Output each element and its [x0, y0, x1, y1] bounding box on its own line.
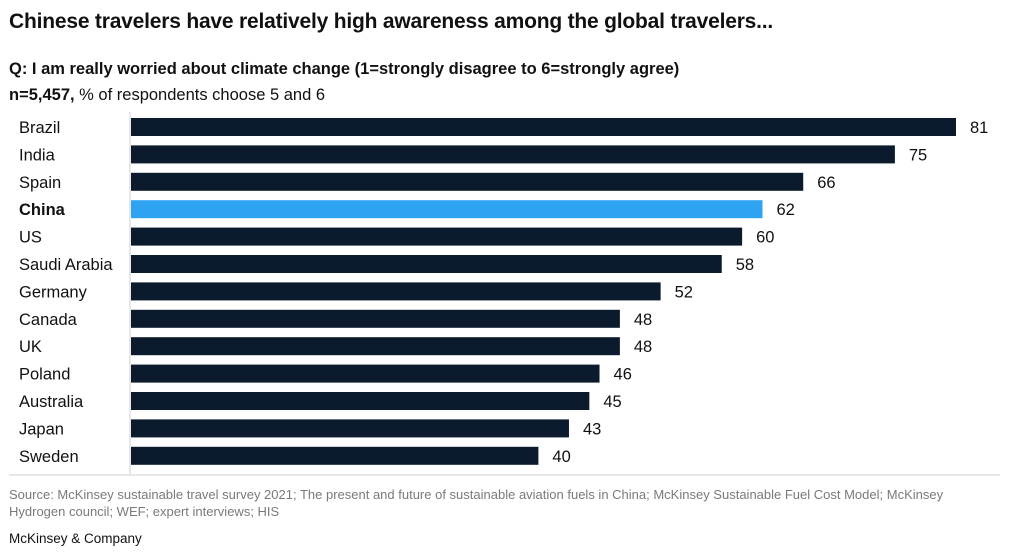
category-label: Sweden	[19, 448, 79, 466]
bar-us	[131, 227, 743, 246]
category-label: Canada	[19, 311, 78, 329]
brand-logo: McKinsey & Company	[9, 531, 142, 546]
value-label: 60	[756, 229, 774, 247]
category-label: US	[19, 229, 42, 247]
value-label: 75	[909, 146, 927, 164]
category-label: India	[19, 146, 56, 164]
value-label: 40	[552, 448, 570, 466]
value-label: 62	[776, 201, 794, 219]
bar-sweden	[131, 446, 539, 465]
bar-chart: Brazil 81 India 75 Spain 66 China 62 US 60 Saudi A…	[9, 112, 1000, 476]
category-label: Saudi Arabia	[19, 256, 113, 274]
unit-note: % of respondents choose 5 and 6	[74, 86, 326, 104]
bar-japan	[131, 419, 569, 438]
bar-poland	[131, 364, 600, 383]
category-label: Germany	[19, 283, 88, 301]
category-label: UK	[19, 338, 42, 356]
bar-australia	[131, 392, 590, 410]
source-note: Source: McKinsey sustainable travel surv…	[9, 487, 944, 519]
bar-brazil	[131, 118, 956, 136]
bar-uk	[131, 337, 620, 356]
bar-india	[131, 145, 895, 164]
category-label: Brazil	[19, 119, 60, 137]
survey-question: Q: I am really worried about climate cha…	[9, 60, 680, 78]
sample-note: n=5,457, % of respondents choose 5 and 6	[9, 86, 325, 105]
value-label: 46	[614, 366, 632, 384]
sample-size: n=5,457,	[9, 86, 75, 104]
bar-spain	[131, 172, 804, 191]
category-label: Australia	[19, 393, 84, 411]
bar-canada	[131, 309, 620, 328]
value-label: 43	[583, 420, 601, 438]
bar-saudi-arabia	[131, 255, 722, 273]
value-label: 66	[817, 174, 835, 192]
category-label: Spain	[19, 174, 61, 192]
value-label: 48	[634, 311, 652, 329]
value-label: 52	[675, 283, 693, 301]
value-label: 45	[603, 393, 621, 411]
bar-germany	[131, 282, 661, 301]
value-label: 81	[970, 119, 988, 137]
value-label: 48	[634, 338, 652, 356]
value-label: 58	[736, 256, 754, 274]
chart-title: Chinese travelers have relatively high a…	[9, 10, 774, 33]
category-label: Poland	[19, 366, 70, 384]
bar-china	[131, 200, 763, 219]
category-label: Japan	[19, 420, 64, 438]
category-label: China	[19, 201, 66, 219]
